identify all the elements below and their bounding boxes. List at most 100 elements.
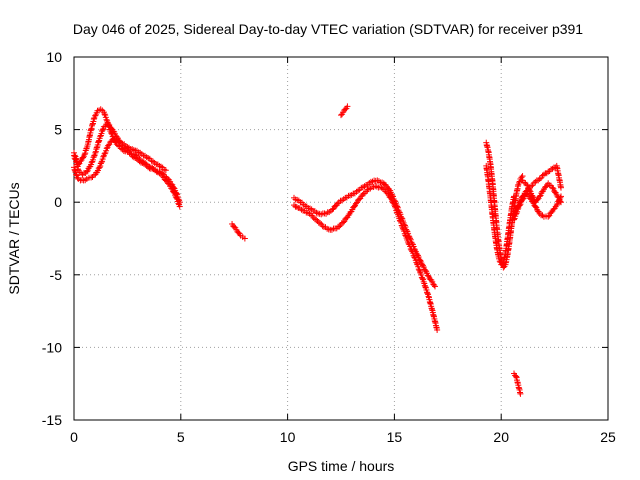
data-point: [516, 178, 523, 185]
data-point: [101, 111, 108, 118]
chart-title: Day 046 of 2025, Sidereal Day-to-day VTE…: [73, 21, 583, 37]
data-point: [159, 170, 166, 177]
data-point: [516, 202, 523, 209]
data-point: [403, 227, 410, 234]
data-point: [419, 275, 426, 282]
x-tick-label: 10: [280, 429, 296, 445]
data-point: [105, 120, 112, 127]
data-point: [411, 245, 418, 252]
data-point: [558, 199, 565, 206]
data-point: [162, 167, 169, 174]
data-point: [340, 219, 347, 226]
data-point: [176, 199, 183, 206]
data-point: [352, 200, 359, 207]
tick-labels: 0 5 10 15 20 25 -15 -10 -5 0 5 10: [42, 49, 616, 445]
data-point: [394, 203, 401, 210]
data-point: [293, 203, 300, 210]
data-point: [77, 158, 84, 165]
data-point: [241, 235, 248, 242]
y-tick-label: -15: [42, 412, 62, 428]
data-point: [511, 193, 518, 200]
data-point: [413, 260, 420, 267]
data-point: [108, 138, 115, 145]
data-point: [536, 175, 543, 182]
data-point: [71, 152, 78, 159]
data-point: [364, 186, 371, 193]
data-point: [415, 266, 422, 273]
data-point: [98, 159, 105, 166]
data-point: [83, 145, 90, 152]
data-point: [74, 174, 81, 181]
data-point: [130, 154, 137, 161]
data-point: [417, 257, 424, 264]
y-tick-label: -10: [42, 339, 62, 355]
data-point: [558, 184, 565, 191]
data-point: [549, 184, 556, 191]
data-point: [434, 326, 441, 333]
data-point: [97, 133, 104, 140]
y-tick-label: 5: [54, 122, 62, 138]
data-point: [97, 163, 104, 170]
data-point: [393, 202, 400, 209]
data-point: [391, 197, 398, 204]
data-point: [409, 240, 416, 247]
data-point: [91, 152, 98, 159]
data-point: [173, 190, 180, 197]
x-tick-label: 0: [70, 429, 78, 445]
data-point: [389, 193, 396, 200]
x-tick-label: 25: [600, 429, 616, 445]
data-point: [82, 150, 89, 157]
data-point: [539, 212, 546, 219]
data-point: [529, 193, 536, 200]
data-point: [105, 142, 112, 149]
data-points: [71, 103, 565, 397]
data-point: [80, 154, 87, 161]
data-point: [317, 220, 324, 227]
data-point: [536, 210, 543, 217]
data-point: [89, 156, 96, 163]
plot-frame: [73, 56, 609, 421]
data-point: [523, 181, 530, 188]
y-axis-label: SDTVAR / TECUs: [6, 182, 22, 294]
data-point: [407, 235, 414, 242]
data-point: [83, 168, 90, 175]
data-point: [99, 126, 106, 133]
data-point: [175, 196, 182, 203]
data-point: [81, 151, 88, 158]
data-point: [407, 236, 414, 243]
data-point: [100, 153, 107, 160]
data-point: [424, 290, 431, 297]
data-point: [540, 171, 547, 178]
data-point: [398, 215, 405, 222]
data-point: [71, 149, 77, 156]
data-point: [519, 196, 526, 203]
data-point: [146, 165, 153, 172]
data-point: [101, 150, 108, 157]
data-point: [73, 171, 80, 178]
data-point: [511, 216, 518, 223]
x-axis-label: GPS time / hours: [288, 458, 395, 474]
data-point: [389, 192, 396, 199]
data-point: [103, 145, 110, 152]
x-tick-label: 5: [177, 429, 185, 445]
axis-ticks: [73, 56, 609, 421]
data-point: [379, 185, 386, 192]
data-point: [336, 223, 343, 230]
data-point: [96, 164, 103, 171]
data-point: [418, 271, 425, 278]
data-point: [319, 223, 326, 230]
data-point: [170, 184, 177, 191]
data-point: [417, 268, 424, 275]
data-point: [113, 133, 120, 140]
y-tick-label: -5: [50, 267, 63, 283]
data-point: [514, 208, 521, 215]
data-point: [116, 138, 123, 145]
data-point: [139, 159, 146, 166]
data-point: [545, 213, 552, 220]
x-tick-label: 20: [493, 429, 509, 445]
data-point: [334, 200, 341, 207]
data-point: [308, 212, 315, 219]
x-tick-label: 15: [387, 429, 403, 445]
